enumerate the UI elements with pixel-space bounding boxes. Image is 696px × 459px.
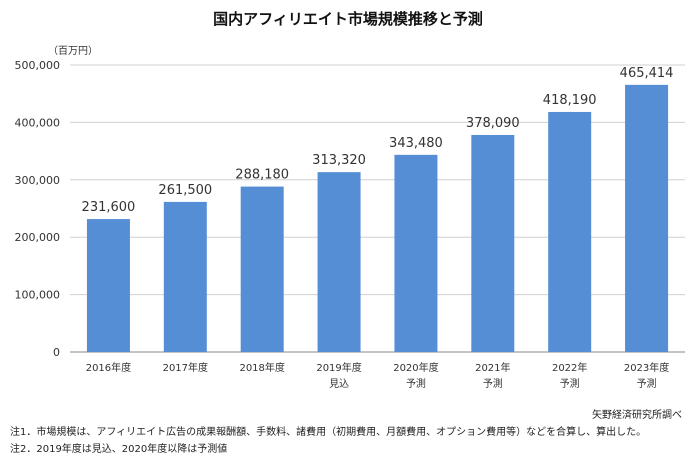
- data-label: 231,600: [82, 200, 136, 215]
- x-tick-label: 見込: [329, 378, 349, 390]
- x-tick-label: 2018年度: [239, 361, 284, 374]
- y-tick-label: 0: [53, 346, 60, 359]
- bar: [86, 219, 130, 352]
- data-label: 343,480: [389, 136, 443, 151]
- x-tick-label: 2023年度: [624, 361, 669, 374]
- y-tick-label: 400,000: [15, 116, 61, 129]
- bar: [240, 186, 284, 352]
- y-tick-label: 100,000: [15, 289, 61, 302]
- x-tick-label: 2016年度: [86, 361, 131, 374]
- x-tick-label: 2022年: [552, 361, 587, 374]
- data-label: 288,180: [235, 168, 289, 183]
- y-tick-label: 300,000: [15, 174, 61, 187]
- note-2: 注2．2019年度は見込、2020年度以降は予測値: [10, 444, 228, 455]
- bar: [163, 201, 207, 352]
- x-tick-label: 予測: [483, 377, 503, 390]
- x-tick-label: 予測: [637, 377, 657, 390]
- y-tick-label: 500,000: [15, 59, 61, 72]
- x-tick-label: 2020年度: [393, 361, 438, 374]
- bar: [625, 84, 669, 353]
- source-credit: 矢野経済研究所調べ: [592, 410, 682, 421]
- y-axis-unit: （百万円）: [48, 46, 98, 57]
- data-label: 313,320: [312, 153, 366, 168]
- data-label: 465,414: [620, 66, 674, 81]
- bar: [471, 134, 515, 352]
- x-tick-label: 2021年: [475, 361, 510, 374]
- x-tick-label: 予測: [560, 377, 580, 390]
- chart-title: 国内アフィリエイト市場規模推移と予測: [213, 10, 483, 28]
- x-tick-label: 予測: [406, 377, 426, 390]
- bar: [317, 172, 361, 352]
- y-tick-label: 200,000: [15, 231, 61, 244]
- note-1: 注1．市場規模は、アフィリエイト広告の成果報酬額、手数料、諸費用（初期費用、月額…: [10, 427, 647, 438]
- data-label: 378,090: [466, 116, 520, 131]
- data-label: 261,500: [158, 183, 212, 198]
- bar: [548, 111, 592, 352]
- bar: [394, 154, 438, 352]
- data-label: 418,190: [543, 93, 597, 108]
- x-tick-label: 2019年度: [316, 361, 361, 374]
- x-tick-label: 2017年度: [163, 361, 208, 374]
